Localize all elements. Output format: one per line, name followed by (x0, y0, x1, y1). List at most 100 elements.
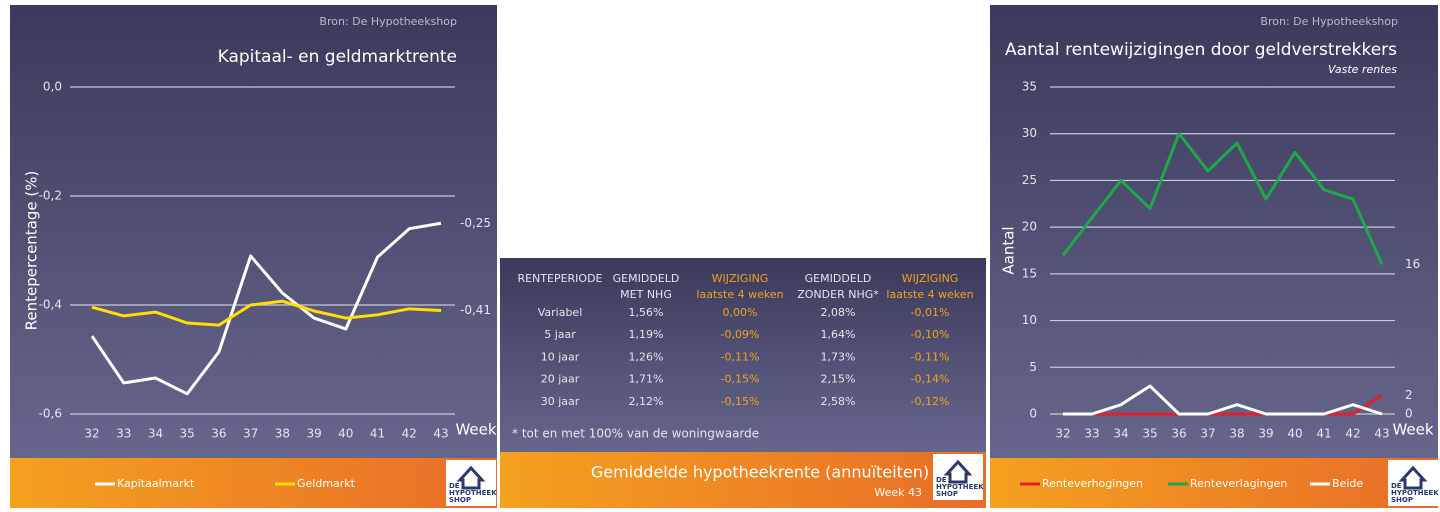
legend-label: Geldmarkt (297, 477, 356, 490)
table-cell: 2,58% (821, 395, 856, 408)
header-cell: RENTEPERIODE (517, 272, 602, 285)
panel-right (990, 5, 1438, 458)
header-cell: MET NHG (620, 288, 672, 301)
table-cell: 2,15% (821, 373, 856, 386)
logo-house (943, 459, 973, 484)
table-cell: -0,11% (911, 350, 950, 363)
y-tick-label: 15 (1022, 266, 1037, 280)
y-tick-label: -0,4 (39, 298, 62, 312)
y-tick-label: 25 (1022, 173, 1037, 187)
subtitle: Vaste rentes (1328, 63, 1397, 76)
y-axis-label: Aantal (1000, 226, 1018, 274)
table-cell: 0,00% (723, 306, 758, 319)
y-tick-label: 20 (1022, 220, 1037, 234)
table-cell: 1,73% (821, 350, 856, 363)
table-cell: 2,08% (821, 306, 856, 319)
series-line (90, 221, 442, 396)
x-tick-label: 42 (1345, 427, 1360, 441)
value-label: -0,25 (460, 216, 491, 230)
y-axis-label: Rentepercentage (%) (23, 171, 41, 331)
x-tick-label: 40 (338, 427, 353, 441)
legend-label: Renteverlagingen (1190, 477, 1287, 490)
series-line (91, 299, 442, 327)
header-cell: laatste 4 weken (886, 288, 973, 301)
legend-label: Beide (1332, 477, 1363, 490)
source: Bron: De Hypotheekshop (1260, 15, 1398, 28)
value-label: 2 (1405, 388, 1413, 402)
panel-left (10, 5, 497, 458)
table-cell: -0,10% (911, 328, 950, 341)
x-tick-label: 37 (243, 427, 258, 441)
legend-label: Kapitaalmarkt (117, 477, 195, 490)
x-tick-label: 33 (1084, 427, 1099, 441)
table-cell: 1,19% (629, 328, 664, 341)
x-tick-label: 43 (1374, 427, 1389, 441)
table-cell: 5 jaar (544, 328, 576, 341)
x-tick-label: 32 (84, 427, 99, 441)
logo-text: DE (1391, 482, 1402, 490)
y-tick-label: -0,6 (39, 407, 62, 421)
logo-text: DE (449, 482, 460, 490)
y-tick-label: 0 (1029, 407, 1037, 421)
y-tick-label: 35 (1022, 80, 1037, 94)
x-tick-label: 37 (1200, 427, 1215, 441)
logo-house (1398, 465, 1428, 490)
logo-text: HYPOTHEEK (936, 483, 984, 491)
table-cell: 30 jaar (541, 395, 580, 408)
series-line (1063, 384, 1383, 416)
table-cell: -0,12% (911, 395, 950, 408)
header-cell: WIJZIGING (902, 272, 959, 285)
header-cell: GEMIDDELD (805, 272, 872, 285)
table-cell: 1,64% (821, 328, 856, 341)
table-cell: -0,09% (721, 328, 760, 341)
table-cell: 2,12% (629, 395, 664, 408)
y-tick-label: 10 (1022, 313, 1037, 327)
legend-label: Renteverhogingen (1042, 477, 1143, 490)
table-cell: 20 jaar (541, 373, 580, 386)
x-tick-label: 32 (1055, 427, 1070, 441)
table-cell: -0,15% (721, 373, 760, 386)
x-tick-label: 38 (275, 427, 290, 441)
table-cell: Variabel (538, 306, 583, 319)
table-title: Gemiddelde hypotheekrente (annuïteiten) (591, 463, 929, 482)
y-tick-label: -0,2 (39, 189, 62, 203)
footer-right (990, 458, 1438, 508)
x-tick-label: 40 (1287, 427, 1302, 441)
logo-text: DE (936, 476, 947, 484)
x-tick-label: 41 (370, 427, 385, 441)
chart-title: Aantal rentewijzigingen door geldverstre… (1005, 40, 1397, 60)
y-tick-label: 0,0 (43, 80, 62, 94)
value-label: -0,41 (460, 303, 491, 317)
header-cell: ZONDER NHG* (797, 288, 879, 301)
table-cell: -0,01% (911, 306, 950, 319)
chart-title: Kapitaal- en geldmarktrente (218, 47, 457, 67)
x-tick-label: 35 (180, 427, 195, 441)
logo-text: HYPOTHEEK (449, 489, 497, 497)
x-tick-label: 36 (1171, 427, 1186, 441)
table-cell: -0,11% (721, 350, 760, 363)
x-tick-label: 39 (306, 427, 321, 441)
table-cell: -0,15% (721, 395, 760, 408)
y-tick-label: 30 (1022, 126, 1037, 140)
week: Week 43 (874, 486, 922, 499)
rate-table: * tot en met 100% van de woningwaarde Ge… (512, 272, 974, 499)
x-tick-label: 39 (1258, 427, 1273, 441)
value-label: 0 (1405, 407, 1413, 421)
table-cell: 1,56% (629, 306, 664, 319)
x-axis-label: Week (1392, 421, 1433, 439)
x-tick-label: 33 (116, 427, 131, 441)
x-tick-label: 41 (1316, 427, 1331, 441)
series-line (1061, 132, 1384, 266)
table-cell: 1,26% (629, 350, 664, 363)
x-tick-label: 35 (1142, 427, 1157, 441)
x-tick-label: 42 (402, 427, 417, 441)
y-tick-label: 5 (1029, 360, 1037, 374)
footer-left (10, 458, 497, 508)
logo-text: HYPOTHEEK (1391, 489, 1439, 497)
logo-house (456, 465, 486, 490)
footer-table (500, 452, 986, 508)
x-tick-label: 34 (1113, 427, 1128, 441)
x-tick-label: 36 (211, 427, 226, 441)
table-cell: 1,71% (629, 373, 664, 386)
